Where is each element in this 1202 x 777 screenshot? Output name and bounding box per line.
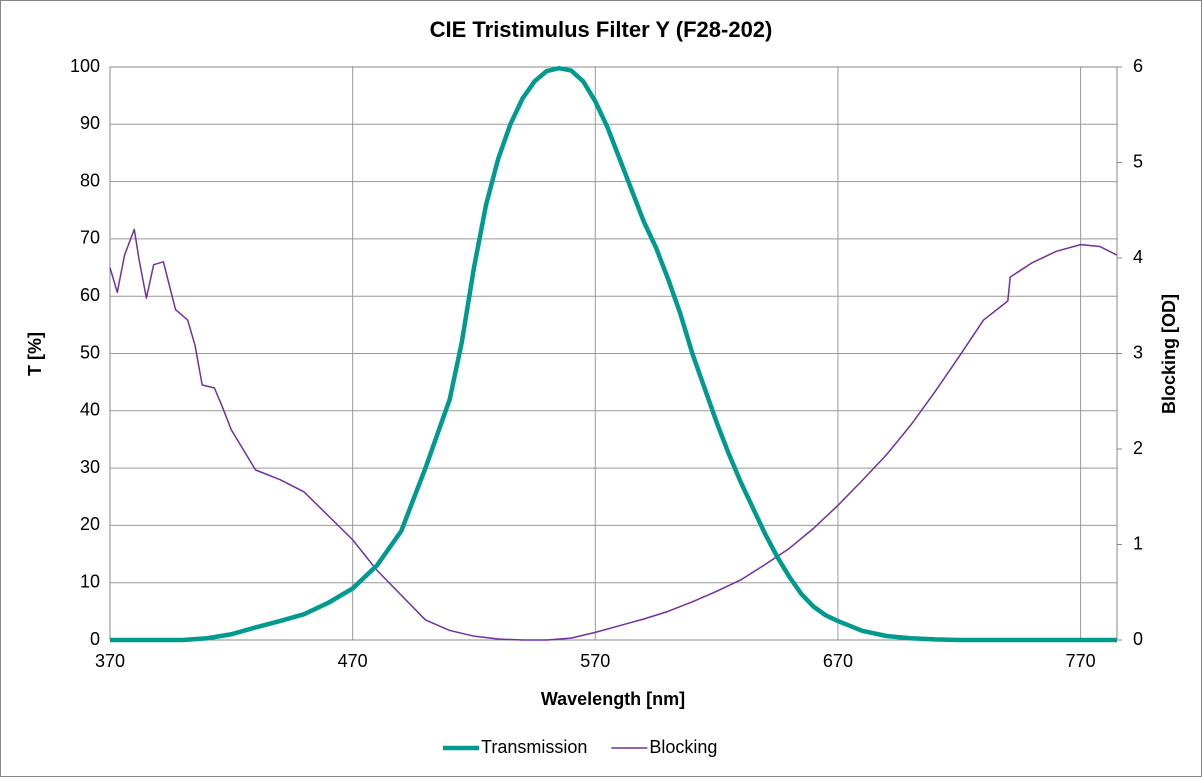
y2-tick-label: 3 xyxy=(1133,342,1143,362)
y-tick-label: 90 xyxy=(80,113,100,133)
series-line xyxy=(109,228,1118,641)
x-tick-label: 370 xyxy=(95,651,125,671)
y2-tick-label: 5 xyxy=(1133,151,1143,171)
y-tick-label: 100 xyxy=(70,56,100,76)
y-tick-label: 20 xyxy=(80,514,100,534)
x-tick-label: 770 xyxy=(1066,651,1096,671)
legend-label: Transmission xyxy=(481,737,587,757)
y-tick-label: 30 xyxy=(80,457,100,477)
y-axis-label: T [%] xyxy=(25,332,45,376)
y-tick-label: 70 xyxy=(80,228,100,248)
x-axis-label: Wavelength [nm] xyxy=(541,689,685,709)
chart-title: CIE Tristimulus Filter Y (F28-202) xyxy=(430,17,773,42)
series-line xyxy=(110,65,1117,643)
y2-tick-label: 1 xyxy=(1133,533,1143,553)
y-tick-label: 10 xyxy=(80,571,100,591)
y-tick-label: 50 xyxy=(80,342,100,362)
y2-tick-label: 0 xyxy=(1133,629,1143,649)
y2-axis-label: Blocking [OD] xyxy=(1159,294,1179,414)
y2-tick-label: 6 xyxy=(1133,56,1143,76)
y-tick-label: 80 xyxy=(80,170,100,190)
y-tick-label: 40 xyxy=(80,400,100,420)
x-tick-label: 470 xyxy=(338,651,368,671)
plot-frame xyxy=(109,66,1118,641)
y2-tick-label: 4 xyxy=(1133,247,1143,267)
x-tick-label: 570 xyxy=(580,651,610,671)
legend-label: Blocking xyxy=(649,737,717,757)
y2-tick-label: 2 xyxy=(1133,438,1143,458)
y-tick-label: 0 xyxy=(90,629,100,649)
x-tick-label: 670 xyxy=(823,651,853,671)
y-tick-label: 60 xyxy=(80,285,100,305)
